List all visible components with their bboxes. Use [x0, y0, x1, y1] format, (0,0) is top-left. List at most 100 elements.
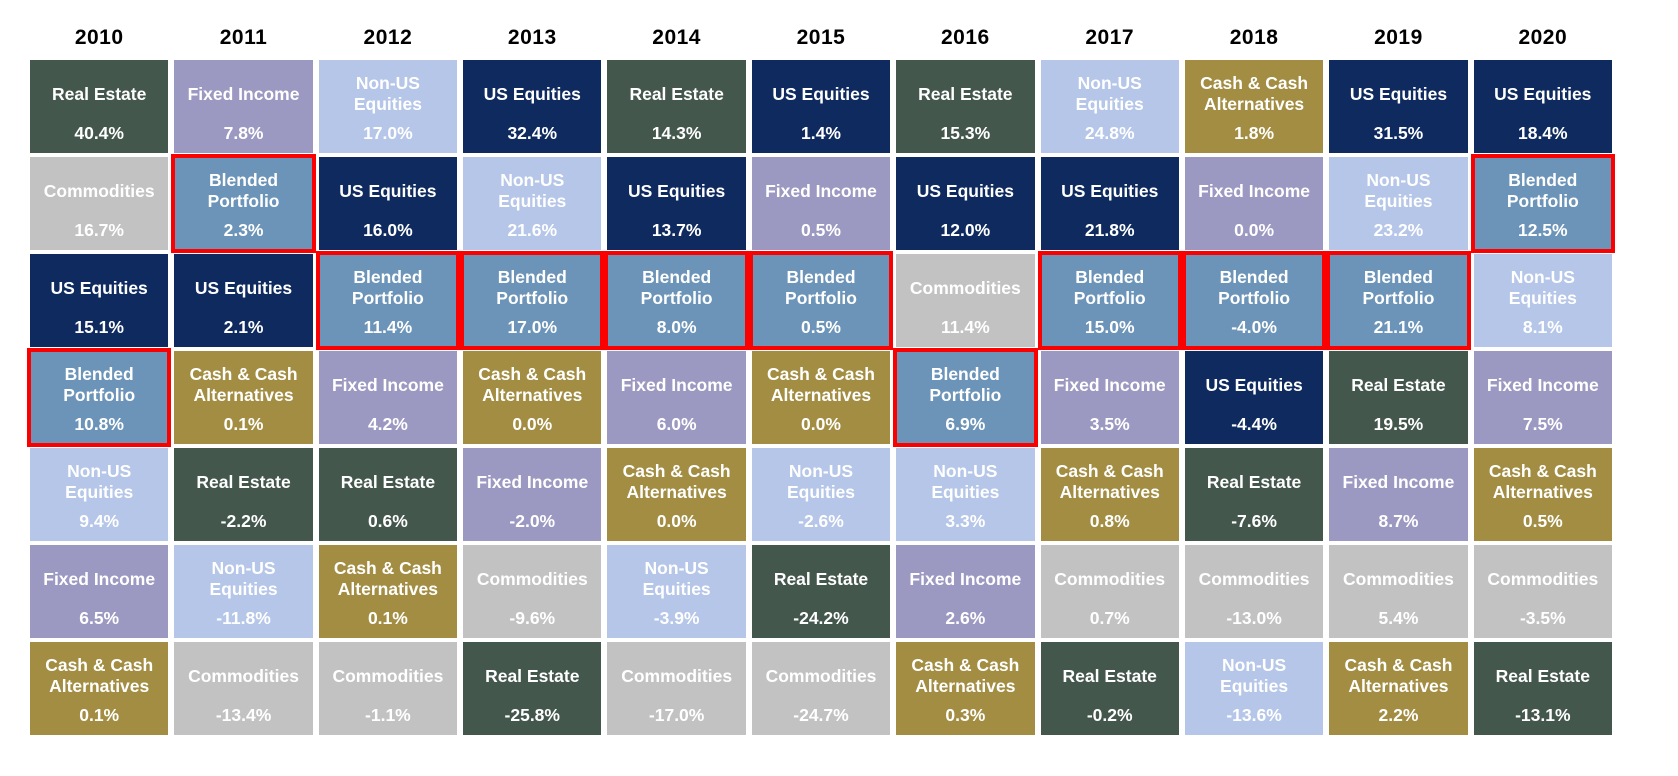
- asset-return-value: 23.2%: [1373, 220, 1424, 240]
- asset-name: Blended Portfolio: [1362, 267, 1435, 308]
- asset-cell: Commodities -13.0%: [1184, 545, 1324, 638]
- asset-cell: Non-US Equities 21.6%: [463, 157, 602, 250]
- asset-cell: Real Estate -7.6%: [1184, 448, 1324, 541]
- year-column-2011: 2011 Fixed Income 7.8% Blended Portfolio 2.3…: [171, 26, 316, 739]
- year-header: 2013: [507, 26, 557, 49]
- asset-name: Commodities: [909, 277, 1021, 298]
- year-header: 2018: [1229, 26, 1279, 49]
- year-header: 2019: [1374, 26, 1423, 49]
- asset-name: Real Estate: [1206, 471, 1302, 492]
- asset-return-value: 21.1%: [1373, 317, 1424, 337]
- asset-cell-highlighted: Blended Portfolio 8.0%: [604, 251, 749, 350]
- asset-cell: Fixed Income 3.5%: [1040, 351, 1179, 444]
- asset-name: Fixed Income: [476, 471, 589, 492]
- asset-return-value: 0.0%: [512, 414, 553, 434]
- asset-return-value: 8.0%: [656, 317, 697, 337]
- asset-name: US Equities: [339, 180, 437, 201]
- asset-cell: Real Estate 40.4%: [30, 60, 169, 153]
- asset-return-value: 16.0%: [363, 220, 413, 240]
- asset-cell: Fixed Income 6.5%: [30, 545, 169, 638]
- asset-cell: Commodities -13.4%: [174, 642, 313, 735]
- asset-return-value: 31.5%: [1373, 123, 1424, 143]
- asset-return-value: 3.3%: [945, 511, 986, 531]
- asset-name: US Equities: [628, 180, 726, 201]
- asset-cell: US Equities 1.4%: [751, 60, 891, 153]
- asset-name: Blended Portfolio: [640, 267, 713, 308]
- asset-name: Non-US Equities: [931, 461, 1000, 502]
- asset-cell: Real Estate 14.3%: [607, 60, 746, 153]
- asset-cell: US Equities -4.4%: [1184, 351, 1324, 444]
- asset-cell: Non-US Equities -11.8%: [174, 545, 313, 638]
- asset-return-value: 6.0%: [656, 414, 697, 434]
- asset-cell-highlighted: Blended Portfolio 10.8%: [26, 348, 172, 447]
- asset-name: Commodities: [43, 180, 155, 201]
- year-column-2010: 2010 Real Estate 40.4% Commodities 16.7% US E…: [26, 26, 172, 739]
- asset-name: Fixed Income: [331, 374, 444, 395]
- asset-return-value: 0.8%: [1089, 511, 1130, 531]
- asset-return-value: 7.8%: [223, 123, 264, 143]
- asset-cell: Commodities -1.1%: [318, 642, 458, 735]
- asset-cell-highlighted: Blended Portfolio 17.0%: [460, 251, 605, 350]
- asset-name: US Equities: [1349, 83, 1448, 104]
- asset-name: Fixed Income: [620, 374, 733, 395]
- asset-name: Cash & Cash Alternatives: [1055, 461, 1164, 502]
- asset-name: Fixed Income: [765, 180, 877, 201]
- asset-name: Real Estate: [340, 471, 436, 492]
- asset-cell: Cash & Cash Alternatives 0.0%: [463, 351, 602, 444]
- asset-cell: US Equities 2.1%: [174, 254, 313, 347]
- asset-name: Real Estate: [1495, 665, 1590, 686]
- asset-cell: Real Estate -0.2%: [1040, 642, 1179, 735]
- asset-cell: Non-US Equities 17.0%: [318, 60, 458, 153]
- asset-name: Cash & Cash Alternatives: [45, 655, 154, 696]
- asset-name: Fixed Income: [187, 83, 300, 104]
- year-column-2012: 2012 Non-US Equities 17.0% US Equities 16.0%…: [315, 26, 461, 739]
- asset-cell: US Equities 18.4%: [1473, 60, 1612, 153]
- asset-return-value: -4.4%: [1231, 414, 1277, 434]
- asset-return-value: 0.0%: [1234, 220, 1275, 240]
- asset-name: Real Estate: [1062, 665, 1157, 686]
- asset-name: Blended Portfolio: [929, 364, 1002, 405]
- asset-name: US Equities: [194, 277, 293, 298]
- asset-return-value: 3.5%: [1089, 414, 1130, 434]
- asset-name: Commodities: [621, 665, 733, 686]
- asset-name: Blended Portfolio: [785, 267, 857, 308]
- asset-return-value: 11.4%: [941, 317, 990, 337]
- asset-cell: Real Estate -24.2%: [751, 545, 891, 638]
- asset-cell: Cash & Cash Alternatives 0.5%: [1473, 448, 1612, 541]
- asset-return-value: 10.8%: [74, 414, 124, 434]
- asset-name: Blended Portfolio: [1218, 267, 1291, 308]
- asset-name: Fixed Income: [43, 568, 156, 589]
- asset-name: US Equities: [483, 83, 581, 104]
- asset-return-value: 0.6%: [367, 511, 408, 531]
- asset-name: Fixed Income: [1486, 374, 1599, 395]
- asset-name: Real Estate: [918, 83, 1013, 104]
- asset-name: Non-US Equities: [498, 170, 567, 211]
- asset-cell: Cash & Cash Alternatives 0.0%: [607, 448, 746, 541]
- asset-cell: Cash & Cash Alternatives 1.8%: [1184, 60, 1324, 153]
- year-header: 2015: [796, 26, 846, 49]
- asset-cell: Cash & Cash Alternatives 0.1%: [174, 351, 313, 444]
- asset-name: Fixed Income: [1342, 471, 1455, 492]
- asset-name: Cash & Cash Alternatives: [1200, 73, 1309, 114]
- asset-name: Commodities: [765, 665, 877, 686]
- asset-name: Real Estate: [1351, 374, 1446, 395]
- year-header: 2010: [74, 26, 124, 49]
- asset-return-value: 0.5%: [801, 220, 841, 240]
- asset-return-value: 6.5%: [79, 608, 120, 628]
- asset-name: US Equities: [1061, 180, 1159, 201]
- asset-return-value: 40.4%: [74, 123, 124, 143]
- asset-name: Real Estate: [773, 568, 869, 589]
- asset-name: Fixed Income: [1053, 374, 1166, 395]
- asset-cell-highlighted: Blended Portfolio 11.4%: [315, 251, 461, 350]
- asset-cell: US Equities 15.1%: [30, 254, 169, 347]
- asset-name: Fixed Income: [909, 568, 1022, 589]
- asset-cell: Real Estate -2.2%: [174, 448, 313, 541]
- year-header: 2011: [219, 26, 268, 49]
- asset-return-value: -2.6%: [798, 511, 844, 531]
- asset-cell: Cash & Cash Alternatives 0.0%: [751, 351, 891, 444]
- asset-return-value: -13.1%: [1515, 705, 1571, 725]
- year-column-2014: 2014 Real Estate 14.3% US Equities 13.7% Blen…: [604, 26, 749, 739]
- asset-cell: Cash & Cash Alternatives 0.1%: [318, 545, 458, 638]
- year-column-2020: 2020 US Equities 18.4% Blended Portfolio 12.…: [1470, 26, 1615, 739]
- asset-name: Non-US Equities: [642, 558, 711, 599]
